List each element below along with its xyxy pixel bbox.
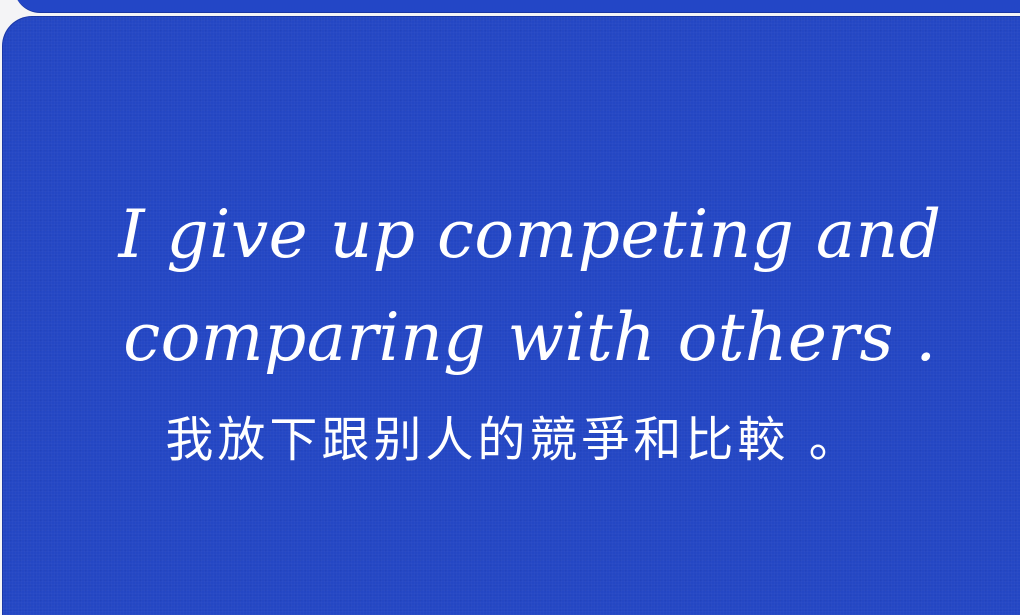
affirmation-card — [2, 16, 1020, 615]
background-card-edge — [14, 0, 1020, 13]
chinese-text-line: 我放下跟别人的競爭和比較 。 — [165, 412, 861, 468]
english-text-line-2: comparing with others . — [123, 299, 937, 376]
english-text-line-1: I give up competing and — [118, 196, 942, 273]
